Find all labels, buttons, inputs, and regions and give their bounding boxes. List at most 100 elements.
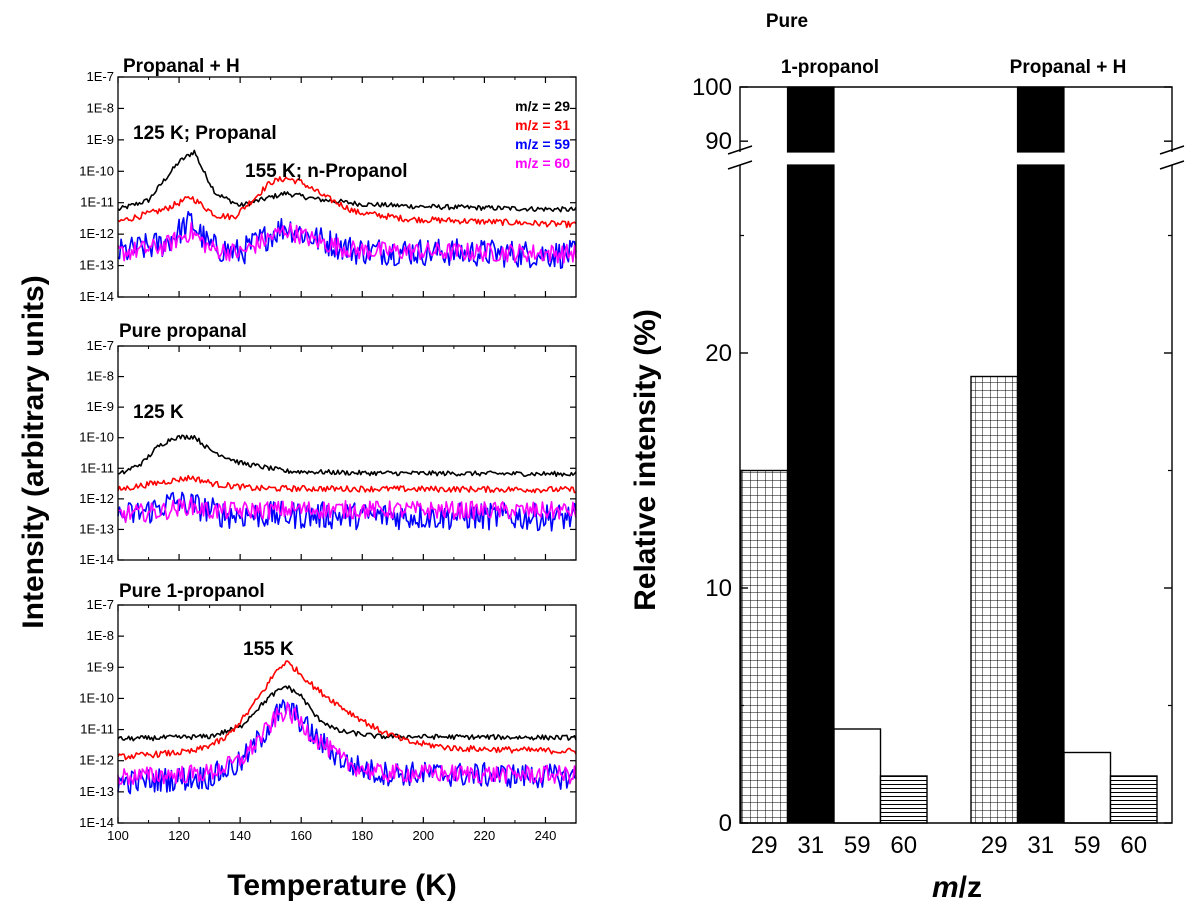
axis-break-mark bbox=[1159, 145, 1185, 155]
panel-propanal-h: Propanal + H 1E-141E-131E-121E-111E-101E… bbox=[79, 56, 577, 304]
y-tick-label: 1E-14 bbox=[79, 815, 114, 830]
series-line bbox=[117, 699, 577, 795]
y-tick-label: 1E-7 bbox=[87, 338, 114, 353]
panel-title: Propanal + H bbox=[123, 56, 240, 77]
y-tick-label: 1E-8 bbox=[87, 100, 114, 115]
x-tick-label: 180 bbox=[351, 828, 373, 843]
series-line bbox=[117, 496, 577, 524]
plot-frame bbox=[117, 604, 577, 824]
bar-marks: 29 31 59 60 29 31 59 60 0 10 20 90 100 bbox=[692, 74, 1185, 859]
bar bbox=[1016, 164, 1065, 824]
y-tick-label: 1E-9 bbox=[87, 659, 114, 674]
x-tick-label: 220 bbox=[474, 828, 496, 843]
bar bbox=[1109, 775, 1158, 824]
x-tick-label: 120 bbox=[168, 828, 190, 843]
x-tick-label: 31 bbox=[797, 832, 824, 859]
y-tick-label: 1E-9 bbox=[87, 399, 114, 414]
y-tick-label: 90 bbox=[705, 128, 732, 155]
axis-break-mark bbox=[727, 145, 753, 155]
x-tick-label: 140 bbox=[229, 828, 251, 843]
panel-pure-propanal: Pure propanal 1E-141E-131E-121E-111E-101… bbox=[79, 321, 577, 567]
x-tick-label: 59 bbox=[844, 832, 871, 859]
y-tick-label: 1E-12 bbox=[79, 491, 114, 506]
bar bbox=[1016, 86, 1065, 153]
bar-x-axis-label-z: /z bbox=[959, 871, 982, 904]
axis-frame-lower bbox=[739, 165, 1173, 824]
series-line bbox=[117, 660, 577, 761]
y-tick-label: 1E-10 bbox=[79, 163, 114, 178]
y-tick-label: 10 bbox=[705, 575, 732, 602]
bar bbox=[786, 164, 835, 824]
x-tick-label: 29 bbox=[751, 832, 778, 859]
plot-area: 1E-14 1E-13 1E-12 1E-11 1E-10 1E-9 1E-8 1E-7 bbox=[79, 338, 577, 567]
series-line bbox=[117, 176, 577, 229]
bar bbox=[740, 469, 789, 824]
y-tick-label: 1E-14 bbox=[79, 289, 114, 304]
bar bbox=[786, 86, 835, 153]
group-label-line1: Pure bbox=[766, 11, 808, 32]
y-tick-label: 20 bbox=[705, 340, 732, 367]
y-tick-label: 0 bbox=[719, 810, 732, 837]
y-tick-label: 100 bbox=[692, 74, 732, 101]
series-line bbox=[117, 434, 577, 478]
y-tick-label: 1E-14 bbox=[79, 552, 114, 567]
series-line bbox=[117, 474, 577, 494]
panel-title: Pure propanal bbox=[119, 321, 247, 342]
y-tick-label: 1E-11 bbox=[80, 722, 114, 737]
series-line bbox=[117, 221, 577, 264]
peak-annotation: 155 K bbox=[243, 639, 294, 660]
y-tick-label: 1E-13 bbox=[79, 258, 114, 273]
bar-chart: Relative intensity (%) m/z Pure 1-propan… bbox=[629, 11, 1185, 904]
plot-frame bbox=[117, 345, 577, 561]
bar bbox=[1063, 751, 1112, 824]
panel-pure-1-propanol: Pure 1-propanol 1E-141E-131E-121E-111E-1… bbox=[79, 581, 577, 843]
axis-break-mark bbox=[727, 160, 753, 170]
x-tick-label: 240 bbox=[535, 828, 557, 843]
y-tick-label: 1E-9 bbox=[87, 132, 114, 147]
left-x-axis-label: Temperature (K) bbox=[227, 869, 456, 902]
x-tick-label: 60 bbox=[1120, 832, 1147, 859]
bar-x-axis-label: m/z bbox=[932, 871, 982, 904]
y-tick-label: 1E-11 bbox=[80, 460, 114, 475]
plot-area: 1E-14 1E-13 1E-12 1E-11 1E-10 1E-9 1E-8 1E-7 100… bbox=[79, 597, 577, 843]
legend: m/z = 29 m/z = 31 m/z = 59 m/z = 60 bbox=[515, 98, 570, 171]
legend-item: m/z = 59 bbox=[515, 136, 570, 152]
y-tick-label: 1E-12 bbox=[79, 753, 114, 768]
series-line bbox=[117, 685, 577, 742]
y-tick-label: 1E-13 bbox=[79, 784, 114, 799]
bar bbox=[970, 375, 1019, 824]
plot-frame bbox=[117, 76, 577, 298]
y-tick-label: 1E-7 bbox=[87, 597, 114, 612]
bar-x-axis-label-m: m bbox=[932, 871, 959, 904]
group-label: 1-propanol bbox=[781, 57, 879, 78]
x-tick-label: 100 bbox=[107, 828, 129, 843]
y-tick-label: 1E-13 bbox=[79, 521, 114, 536]
y-tick-label: 1E-11 bbox=[80, 195, 114, 210]
bar bbox=[833, 728, 882, 824]
x-tick-label: 31 bbox=[1027, 832, 1054, 859]
y-tick-label: 1E-8 bbox=[87, 628, 114, 643]
bar-y-axis-label: Relative intensity (%) bbox=[629, 309, 662, 611]
x-tick-label: 160 bbox=[290, 828, 312, 843]
y-tick-label: 1E-10 bbox=[79, 690, 114, 705]
axis-frame-upper bbox=[739, 86, 1173, 152]
legend-item: m/z = 31 bbox=[515, 117, 570, 133]
x-tick-label: 29 bbox=[981, 832, 1008, 859]
x-tick-label: 60 bbox=[890, 832, 917, 859]
series-line bbox=[117, 149, 577, 213]
plot-area: 1E-14 1E-13 1E-12 1E-11 1E-10 1E-9 1E-8 1E-7 bbox=[79, 69, 577, 304]
y-tick-label: 1E-8 bbox=[87, 369, 114, 384]
axis-break-mark bbox=[1159, 160, 1185, 170]
peak-annotation: 125 K; Propanal bbox=[133, 123, 277, 144]
series-line bbox=[117, 701, 577, 786]
panel-title: Pure 1-propanol bbox=[119, 581, 265, 602]
y-tick-label: 1E-7 bbox=[87, 69, 114, 84]
series-line bbox=[117, 210, 577, 269]
legend-item: m/z = 60 bbox=[515, 155, 570, 171]
y-tick-label: 1E-10 bbox=[79, 430, 114, 445]
y-tick-label: 1E-12 bbox=[79, 226, 114, 241]
group-label: Propanal + H bbox=[1010, 57, 1127, 78]
legend-item: m/z = 29 bbox=[515, 98, 570, 114]
peak-annotation: 155 K; n-Propanol bbox=[245, 161, 408, 182]
